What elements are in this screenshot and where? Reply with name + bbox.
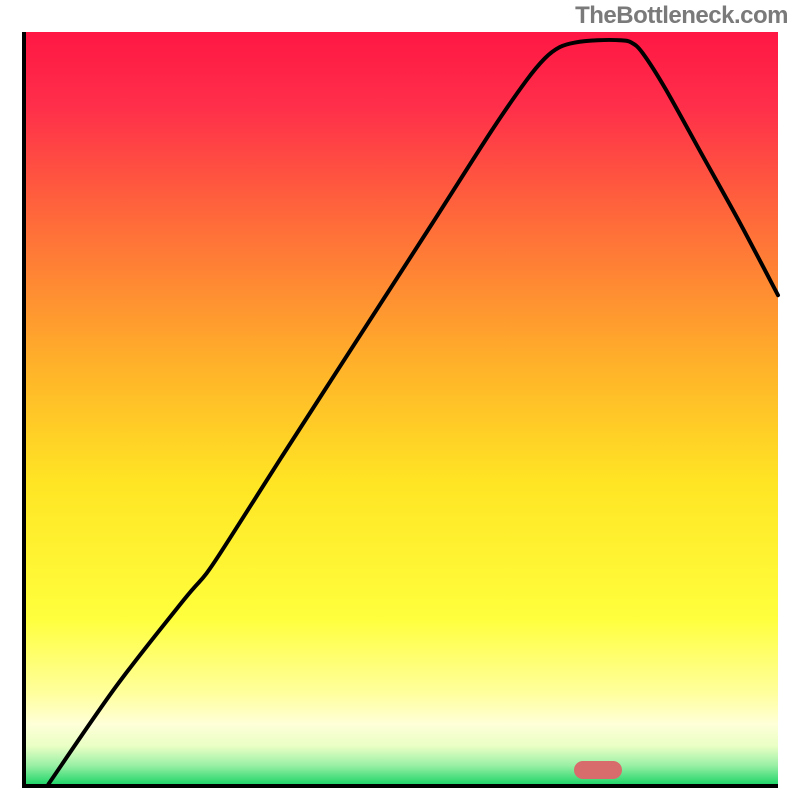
curve-path bbox=[49, 40, 778, 784]
chart-container: TheBottleneck.com bbox=[0, 0, 800, 800]
bottleneck-curve bbox=[26, 32, 778, 784]
optimal-point-marker bbox=[574, 761, 622, 779]
plot-area bbox=[22, 32, 778, 788]
watermark-text: TheBottleneck.com bbox=[575, 2, 788, 30]
